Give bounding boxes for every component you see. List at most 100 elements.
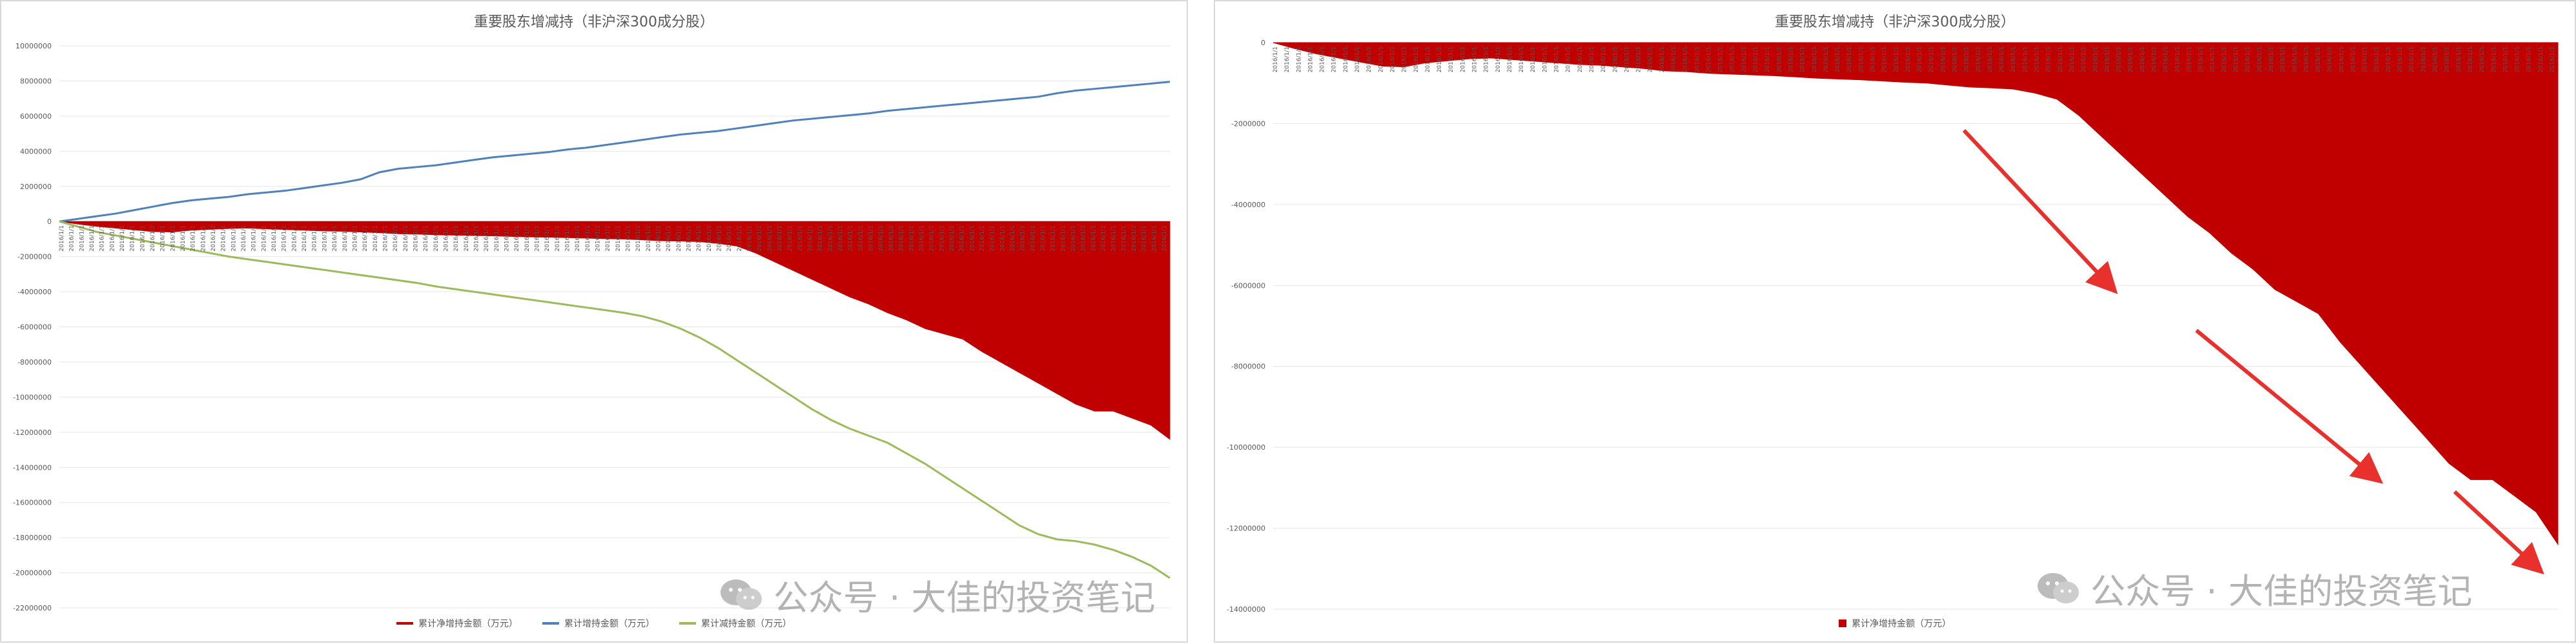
x-tick-label: 2016/1/1 bbox=[1858, 46, 1865, 72]
x-tick-label: 2016/1/1 bbox=[969, 225, 976, 251]
x-tick-label: 2016/1/1 bbox=[1600, 46, 1607, 72]
x-tick-label: 2016/1/1 bbox=[737, 225, 743, 251]
x-tick-label: 2016/1/1 bbox=[393, 225, 399, 251]
legend-swatch-increase bbox=[542, 622, 559, 625]
x-tick-label: 2016/1/1 bbox=[2304, 46, 2310, 72]
x-tick-label: 2016/1/1 bbox=[1624, 46, 1630, 72]
x-tick-label: 2016/1/1 bbox=[1366, 46, 1373, 72]
watermark-text: 公众号 · 大佳的投资笔记 bbox=[2090, 571, 2473, 612]
x-tick-label: 2016/1/1 bbox=[2374, 46, 2380, 72]
x-tick-label: 2016/1/1 bbox=[200, 225, 207, 251]
x-tick-label: 2016/1/1 bbox=[1010, 225, 1016, 251]
y-tick-label: -22000000 bbox=[13, 604, 52, 612]
x-tick-label: 2016/1/1 bbox=[1273, 46, 1279, 72]
x-tick-label: 2016/1/1 bbox=[615, 225, 622, 251]
x-tick-label: 2016/1/1 bbox=[2198, 46, 2205, 72]
chart-legend: 累计净增持金额（万元） 累计增持金额（万元） 累计减持金额（万元） bbox=[1, 617, 1187, 630]
x-tick-label: 2016/1/1 bbox=[1636, 46, 1642, 72]
x-tick-label: 2016/1/1 bbox=[706, 225, 713, 251]
x-tick-label: 2016/1/1 bbox=[2433, 46, 2439, 72]
x-tick-label: 2016/1/1 bbox=[1694, 46, 1701, 72]
x-tick-label: 2016/1/1 bbox=[767, 225, 773, 251]
annotation-arrow bbox=[2453, 490, 2544, 575]
x-tick-label: 2016/1/1 bbox=[2327, 46, 2333, 72]
x-tick-label: 2016/1/1 bbox=[291, 225, 298, 251]
chart-legend: 累计净增持金额（万元） bbox=[1215, 617, 2575, 630]
chart-title: 重要股东增减持（非沪深300成分股） bbox=[474, 14, 714, 30]
chart-plot-left: 10000000 8000000 6000000 4000000 2000000 0 -20… bbox=[13, 42, 1170, 612]
x-tick-label: 2016/1/1 bbox=[230, 225, 237, 251]
x-tick-label: 2016/1/1 bbox=[1161, 225, 1168, 251]
x-tick-label: 2016/1/1 bbox=[646, 225, 652, 251]
x-tick-label: 2016/1/1 bbox=[1425, 46, 1431, 72]
y-tick-label: -12000000 bbox=[1227, 525, 1265, 533]
x-tick-label: 2016/1/1 bbox=[1788, 46, 1794, 72]
watermark: 公众号 · 大佳的投资笔记 bbox=[2035, 563, 2473, 614]
watermark: 公众号 · 大佳的投资笔记 bbox=[718, 569, 1156, 620]
x-tick-label: 2016/1/1 bbox=[2280, 46, 2287, 72]
x-tick-label: 2016/1/1 bbox=[2468, 46, 2474, 72]
x-tick-label: 2016/1/1 bbox=[1928, 46, 1935, 72]
x-tick-label: 2016/1/1 bbox=[1402, 46, 1408, 72]
x-tick-label: 2016/1/1 bbox=[1964, 46, 1970, 72]
wechat-icon bbox=[2038, 572, 2079, 603]
y-tick-label: -8000000 bbox=[17, 358, 52, 367]
x-tick-label: 2016/1/1 bbox=[1730, 46, 1736, 72]
x-tick-label: 2016/1/1 bbox=[1530, 46, 1537, 72]
x-tick-label: 2016/1/1 bbox=[1870, 46, 1876, 72]
x-tick-label: 2016/1/1 bbox=[2222, 46, 2228, 72]
x-tick-label: 2016/1/1 bbox=[2444, 46, 2451, 72]
x-tick-label: 2016/1/1 bbox=[2397, 46, 2404, 72]
x-tick-label: 2016/1/1 bbox=[626, 225, 632, 251]
x-tick-label: 2016/1/1 bbox=[251, 225, 258, 251]
x-tick-label: 2016/1/1 bbox=[2186, 46, 2193, 72]
y-tick-label: -4000000 bbox=[17, 288, 52, 296]
x-tick-label: 2016/1/1 bbox=[1507, 46, 1513, 72]
x-tick-label: 2016/1/1 bbox=[1835, 46, 1841, 72]
x-tick-label: 2016/1/1 bbox=[2420, 46, 2427, 72]
x-tick-label: 2016/1/1 bbox=[494, 225, 500, 251]
y-tick-label: -20000000 bbox=[13, 569, 52, 578]
x-tick-label: 2016/1/1 bbox=[534, 225, 540, 251]
x-tick-label: 2016/1/1 bbox=[808, 225, 814, 251]
x-tick-label: 2016/1/1 bbox=[666, 225, 672, 251]
y-tick-label: -6000000 bbox=[17, 323, 52, 332]
x-tick-label: 2016/1/1 bbox=[555, 225, 561, 251]
x-tick-label: 2016/1/1 bbox=[908, 225, 915, 251]
x-tick-label: 2016/1/1 bbox=[524, 225, 531, 251]
x-tick-label: 2016/1/1 bbox=[1940, 46, 1947, 72]
x-tick-label: 2016/1/1 bbox=[990, 225, 996, 251]
x-tick-label: 2016/1/1 bbox=[676, 225, 682, 251]
x-tick-label: 2016/1/1 bbox=[2479, 46, 2486, 72]
x-tick-label: 2016/1/1 bbox=[2502, 46, 2509, 72]
x-tick-label: 2016/1/1 bbox=[1320, 46, 1326, 72]
x-tick-label: 2016/1/1 bbox=[1518, 46, 1525, 72]
x-tick-label: 2016/1/1 bbox=[69, 225, 76, 251]
y-tick-label: 8000000 bbox=[20, 77, 52, 85]
x-tick-label: 2016/1/1 bbox=[2351, 46, 2357, 72]
x-tick-label: 2016/1/1 bbox=[564, 225, 571, 251]
x-tick-label: 2016/1/1 bbox=[959, 225, 966, 251]
x-tick-label: 2016/1/1 bbox=[2140, 46, 2146, 72]
x-tick-label: 2016/1/1 bbox=[1846, 46, 1853, 72]
x-tick-label: 2016/1/1 bbox=[747, 225, 753, 251]
x-tick-label: 2016/1/1 bbox=[403, 225, 409, 251]
x-tick-label: 2016/1/1 bbox=[1566, 46, 1572, 72]
chart-panel-right: 重要股东增减持（非沪深300成分股） 0 -2000000 -4000000 -600… bbox=[1214, 0, 2576, 643]
x-tick-label: 2016/1/1 bbox=[1343, 46, 1349, 72]
x-tick-label: 2016/1/1 bbox=[848, 225, 854, 251]
x-tick-label: 2016/1/1 bbox=[2081, 46, 2087, 72]
y-tick-label: 0 bbox=[1261, 39, 1265, 47]
x-tick-label: 2016/1/1 bbox=[1753, 46, 1759, 72]
x-tick-label: 2016/1/1 bbox=[2092, 46, 2099, 72]
x-tick-label: 2016/1/1 bbox=[342, 225, 349, 251]
x-tick-label: 2016/1/1 bbox=[1151, 225, 1158, 251]
x-tick-label: 2016/1/1 bbox=[1999, 46, 2005, 72]
x-tick-label: 2016/1/1 bbox=[1060, 225, 1067, 251]
x-tick-label: 2016/1/1 bbox=[1812, 46, 1818, 72]
x-tick-label: 2016/1/1 bbox=[2409, 46, 2415, 72]
series-line-decrease bbox=[59, 220, 1170, 579]
annotation-arrow bbox=[1962, 128, 2118, 294]
y-tick-label: 4000000 bbox=[20, 147, 52, 156]
x-tick-label: 2016/1/1 bbox=[899, 225, 905, 251]
